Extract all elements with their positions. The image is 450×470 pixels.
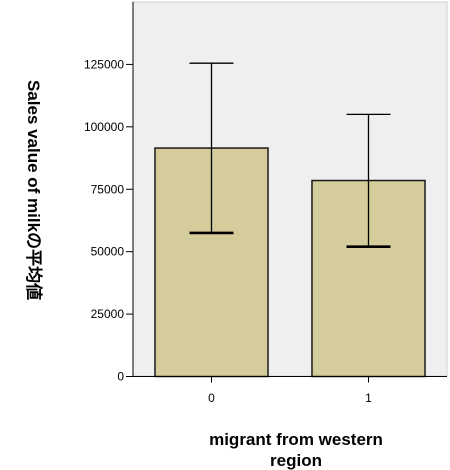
error-bars-layer <box>189 62 391 248</box>
y-tick-label: 25000 <box>91 307 125 321</box>
y-tick-label: 125000 <box>84 57 124 71</box>
x-axis-title-line-1: migrant from western <box>209 430 383 449</box>
y-ticks-layer: 0 25000 50000 75000 100000 125000 <box>84 57 133 384</box>
y-tick-label: 50000 <box>91 245 125 259</box>
y-tick-label: 0 <box>117 370 124 384</box>
x-tick-label: 1 <box>365 391 372 405</box>
y-tick-label: 100000 <box>84 120 124 134</box>
x-axis-title-line-2: region <box>270 451 322 470</box>
y-tick-label: 75000 <box>91 182 125 196</box>
x-tick-label: 0 <box>208 391 215 405</box>
y-axis-title: Sales value of milkの平均値 <box>24 80 44 300</box>
